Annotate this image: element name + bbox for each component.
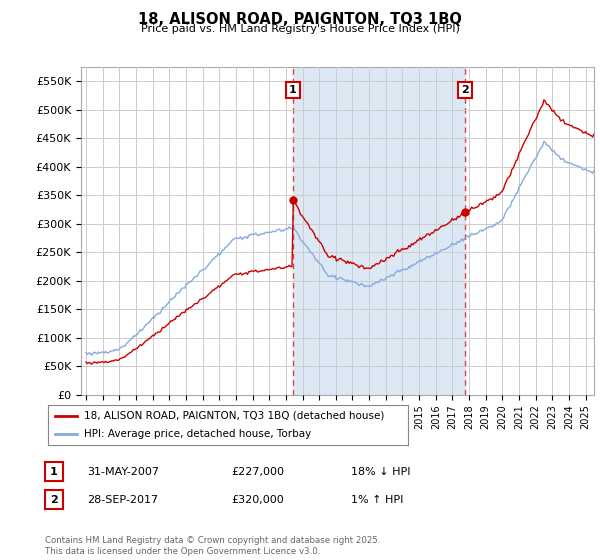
Text: 1: 1 — [289, 85, 297, 95]
Text: 31-MAY-2007: 31-MAY-2007 — [87, 466, 159, 477]
Text: HPI: Average price, detached house, Torbay: HPI: Average price, detached house, Torb… — [84, 430, 311, 439]
Text: 28-SEP-2017: 28-SEP-2017 — [87, 494, 158, 505]
Text: £320,000: £320,000 — [231, 494, 284, 505]
Bar — [293, 67, 465, 395]
Text: 2: 2 — [461, 85, 469, 95]
Text: 1: 1 — [50, 466, 58, 477]
Text: 2: 2 — [50, 494, 58, 505]
Text: 1% ↑ HPI: 1% ↑ HPI — [351, 494, 403, 505]
Text: 18, ALISON ROAD, PAIGNTON, TQ3 1BQ: 18, ALISON ROAD, PAIGNTON, TQ3 1BQ — [138, 12, 462, 27]
Text: Contains HM Land Registry data © Crown copyright and database right 2025.
This d: Contains HM Land Registry data © Crown c… — [45, 536, 380, 556]
Text: 18, ALISON ROAD, PAIGNTON, TQ3 1BQ (detached house): 18, ALISON ROAD, PAIGNTON, TQ3 1BQ (deta… — [84, 411, 385, 421]
Text: Price paid vs. HM Land Registry's House Price Index (HPI): Price paid vs. HM Land Registry's House … — [140, 24, 460, 34]
Text: 18% ↓ HPI: 18% ↓ HPI — [351, 466, 410, 477]
Text: £227,000: £227,000 — [231, 466, 284, 477]
